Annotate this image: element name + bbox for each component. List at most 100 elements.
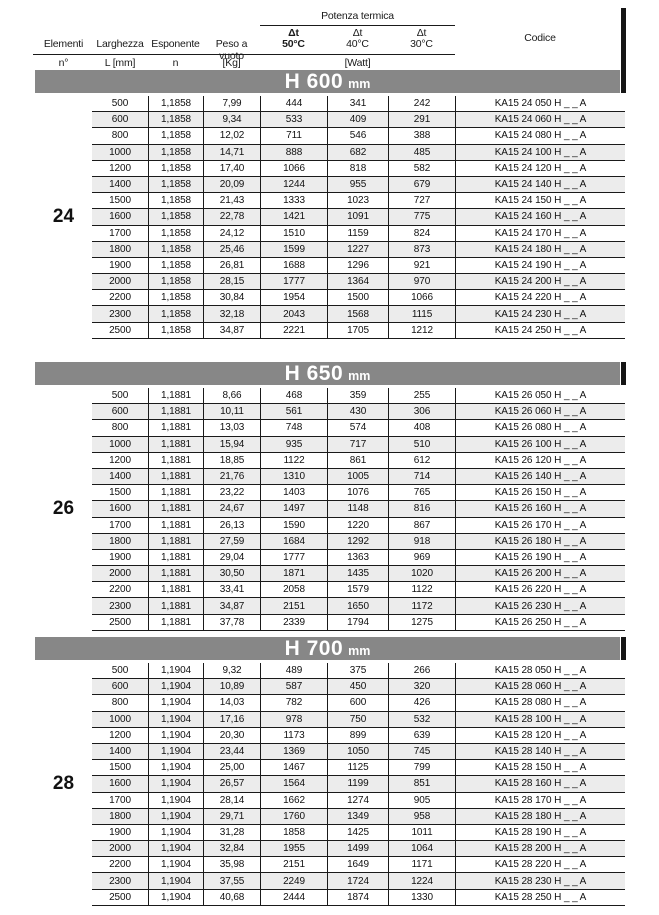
value-cell: 1,1881 (148, 598, 203, 615)
table-row: 1900 1,1858 26,81 1688 1296 921 KA15 24 190 H … (35, 257, 625, 275)
value-cell: 500 (92, 388, 148, 405)
right-edge-bar (621, 8, 626, 93)
value-cell: 1,1904 (148, 873, 203, 890)
value-cell: 2221 (260, 322, 327, 339)
code-cell: KA15 24 180 H _ _ A (455, 241, 625, 258)
code-cell: KA15 28 050 H _ _ A (455, 663, 625, 680)
value-cell: 1700 (92, 225, 148, 242)
value-cell: 970 (388, 274, 455, 291)
value-cell: 35,98 (203, 857, 260, 874)
value-cell: 1600 (92, 209, 148, 226)
value-cell: 714 (388, 468, 455, 486)
value-cell: 34,87 (203, 322, 260, 339)
value-cell: 1,1881 (148, 517, 203, 534)
value-cell: 1,1881 (148, 614, 203, 631)
value-cell: 1,1904 (148, 679, 203, 696)
dt40-temp-label: 40°C (346, 38, 369, 50)
value-cell: 29,04 (203, 549, 260, 567)
value-cell: 748 (260, 420, 327, 437)
value-cell: 468 (260, 388, 327, 405)
code-cell: KA15 24 140 H _ _ A (455, 176, 625, 194)
value-cell: 1172 (388, 598, 455, 615)
value-cell: 1200 (92, 452, 148, 469)
value-cell: 1760 (260, 808, 327, 825)
value-cell: 10,89 (203, 679, 260, 696)
value-cell: 1227 (327, 241, 388, 258)
table-row: 1900 1,1881 29,04 1777 1363 969 KA15 26 190 H … (35, 549, 625, 567)
value-cell: 17,16 (203, 711, 260, 728)
code-cell: KA15 24 250 H _ _ A (455, 322, 625, 339)
col-subheader-l-mm: L [mm] (104, 57, 136, 69)
value-cell: 408 (388, 420, 455, 437)
value-cell: 1,1881 (148, 436, 203, 453)
table-row: 1800 1,1881 27,59 1684 1292 918 KA15 26 180 H … (35, 533, 625, 550)
code-cell: KA15 24 120 H _ _ A (455, 160, 625, 177)
value-cell: 23,22 (203, 485, 260, 502)
value-cell: 24,12 (203, 225, 260, 242)
value-cell: 1724 (327, 873, 388, 890)
value-cell: 1292 (327, 533, 388, 550)
value-cell: 37,55 (203, 873, 260, 890)
value-cell: 921 (388, 257, 455, 275)
value-cell: 32,18 (203, 306, 260, 323)
value-cell: 28,14 (203, 792, 260, 809)
code-cell: KA15 24 050 H _ _ A (455, 96, 625, 113)
col-subheader-esponente-n: n (172, 57, 179, 69)
code-cell: KA15 28 250 H _ _ A (455, 889, 625, 906)
value-cell: 24,67 (203, 501, 260, 518)
value-cell: 341 (327, 96, 388, 113)
value-cell: 816 (388, 501, 455, 518)
value-cell: 1858 (260, 824, 327, 842)
value-cell: 1400 (92, 743, 148, 761)
table-row: 800 1,1904 14,03 782 600 426 KA15 28 080 H _ _… (35, 695, 625, 712)
value-cell: 2200 (92, 290, 148, 307)
value-cell: 1421 (260, 209, 327, 226)
value-cell: 1224 (388, 873, 455, 890)
value-cell: 1115 (388, 306, 455, 323)
value-cell: 1148 (327, 501, 388, 518)
code-cell: KA15 24 060 H _ _ A (455, 112, 625, 129)
value-cell: 1,1858 (148, 144, 203, 161)
value-cell: 15,94 (203, 436, 260, 453)
value-cell: 2000 (92, 841, 148, 858)
value-cell: 14,71 (203, 144, 260, 161)
header-underline (33, 54, 455, 55)
value-cell: 1020 (388, 566, 455, 583)
value-cell: 1,1858 (148, 193, 203, 210)
value-cell: 1,1858 (148, 241, 203, 258)
value-cell: 2200 (92, 582, 148, 599)
value-cell: 1,1881 (148, 582, 203, 599)
value-cell: 27,59 (203, 533, 260, 550)
table-row: 2000 1,1858 28,15 1777 1364 970 KA15 24 200 H … (35, 274, 625, 291)
section-title-unit: mm (348, 369, 371, 383)
value-cell: 2000 (92, 274, 148, 291)
value-cell: 1066 (388, 290, 455, 307)
value-cell: 32,84 (203, 841, 260, 858)
value-cell: 1777 (260, 549, 327, 567)
value-cell: 1000 (92, 144, 148, 161)
col-header-elementi: Elementi (43, 38, 84, 50)
value-cell: 426 (388, 695, 455, 712)
value-cell: 1564 (260, 776, 327, 793)
value-cell: 1684 (260, 533, 327, 550)
value-cell: 26,57 (203, 776, 260, 793)
value-cell: 2151 (260, 857, 327, 874)
table-row: 1200 1,1858 17,40 1066 818 582 KA15 24 120 H _… (35, 160, 625, 177)
value-cell: 13,03 (203, 420, 260, 437)
value-cell: 1,1904 (148, 695, 203, 712)
value-cell: 800 (92, 420, 148, 437)
table-row: 1200 1,1881 18,85 1122 861 612 KA15 26 120 H _… (35, 452, 625, 469)
delta-t-label: Δt (416, 27, 427, 39)
table-row: 1400 1,1904 23,44 1369 1050 745 KA15 28 140 H … (35, 743, 625, 761)
value-cell: 1,1858 (148, 274, 203, 291)
table-row: 500 1,1858 7,99 444 341 242 KA15 24 050 H _ _ … (35, 96, 625, 113)
code-cell: KA15 26 060 H _ _ A (455, 404, 625, 421)
value-cell: 1,1858 (148, 176, 203, 194)
col-subheader-watt: [Watt] (344, 57, 371, 69)
col-header-dt50: Δt 50°C (260, 28, 327, 50)
value-cell: 600 (327, 695, 388, 712)
value-cell: 1435 (327, 566, 388, 583)
col-header-dt40: Δt 40°C (327, 28, 388, 50)
value-cell: 17,40 (203, 160, 260, 177)
value-cell: 867 (388, 517, 455, 534)
